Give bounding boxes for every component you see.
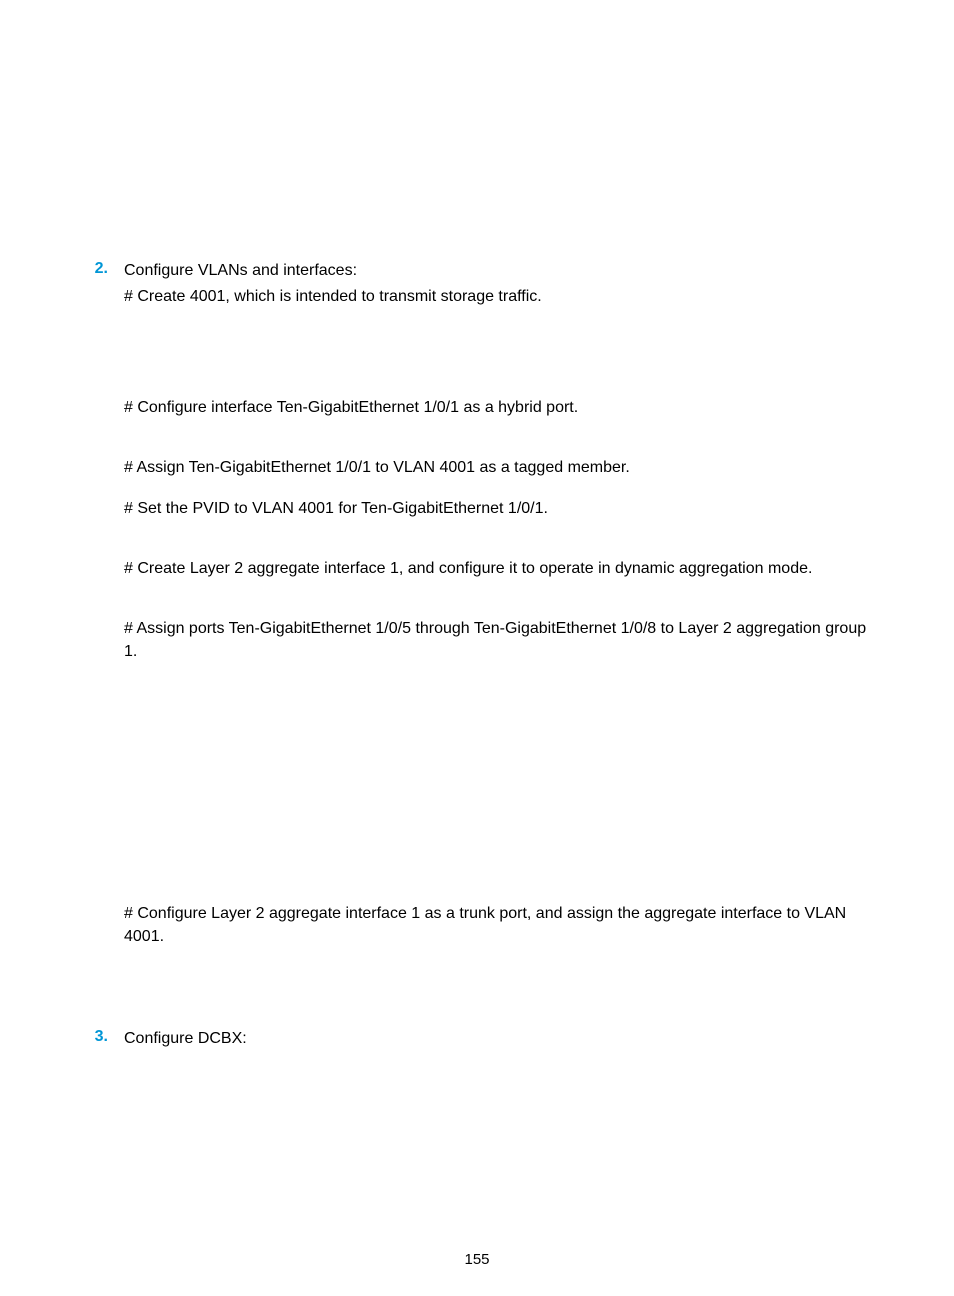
comment-text: # Assign ports Ten-GigabitEthernet 1/0/5… bbox=[124, 618, 874, 663]
comment-text: # Configure Layer 2 aggregate interface … bbox=[124, 903, 874, 948]
spacer bbox=[80, 520, 874, 558]
step-body: Configure VLANs and interfaces: # Create… bbox=[124, 260, 874, 309]
comment-text: # Create 4001, which is intended to tran… bbox=[124, 286, 874, 308]
document-page: 2. Configure VLANs and interfaces: # Cre… bbox=[0, 0, 954, 1296]
comment-text: # Assign Ten-GigabitEthernet 1/0/1 to VL… bbox=[124, 457, 874, 479]
step-3: 3. Configure DCBX: bbox=[80, 1028, 874, 1054]
step-2: 2. Configure VLANs and interfaces: # Cre… bbox=[80, 260, 874, 309]
comment-text: # Create Layer 2 aggregate interface 1, … bbox=[124, 558, 874, 580]
comment-text: # Set the PVID to VLAN 4001 for Ten-Giga… bbox=[124, 498, 874, 520]
step-number: 2. bbox=[80, 260, 124, 309]
step-title: Configure VLANs and interfaces: bbox=[124, 260, 874, 282]
spacer bbox=[80, 419, 874, 457]
spacer bbox=[80, 317, 874, 397]
spacer bbox=[80, 663, 874, 903]
spacer bbox=[80, 580, 874, 618]
spacer bbox=[80, 480, 874, 498]
step-title: Configure DCBX: bbox=[124, 1028, 874, 1050]
spacer bbox=[80, 948, 874, 1028]
page-number: 155 bbox=[0, 1251, 954, 1268]
step-body: Configure DCBX: bbox=[124, 1028, 874, 1054]
comment-text: # Configure interface Ten-GigabitEtherne… bbox=[124, 397, 874, 419]
step-number: 3. bbox=[80, 1028, 124, 1054]
